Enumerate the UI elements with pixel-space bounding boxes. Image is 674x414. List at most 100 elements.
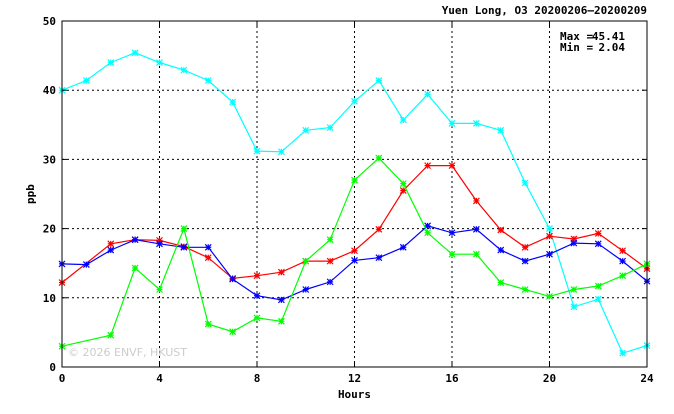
series-4-point <box>351 176 358 184</box>
series-3-point <box>277 296 285 304</box>
grid <box>62 21 647 367</box>
series-3-point <box>131 236 139 244</box>
max-min-stats: Max = 45.41 Min = 2.04 <box>560 30 625 54</box>
series-3-point <box>375 254 383 262</box>
series-1-point <box>424 90 432 98</box>
series-1-point <box>326 124 334 131</box>
series-3-point <box>253 292 261 300</box>
series-3-point <box>180 243 188 251</box>
x-tick-label: 16 <box>445 372 459 385</box>
series-4-point <box>424 229 432 237</box>
series-3-point <box>424 222 432 230</box>
series-4-point <box>472 250 480 258</box>
series-2-point <box>594 230 602 237</box>
x-tick-label: 12 <box>348 372 361 385</box>
series-3-point <box>204 243 212 251</box>
series-3-point <box>594 240 602 248</box>
series-4-line <box>61 157 648 347</box>
series-1 <box>58 49 651 357</box>
series-3-point <box>82 261 90 269</box>
series-1-point <box>204 77 212 84</box>
min-value: 2.04 <box>599 41 626 54</box>
y-tick-label: 50 <box>43 15 56 28</box>
series-1-point <box>521 179 529 187</box>
series-layer <box>58 49 651 357</box>
x-axis-title: Hours <box>338 388 371 401</box>
series-4-point <box>131 264 139 272</box>
series-1-point <box>546 225 553 233</box>
x-tick-label: 8 <box>254 372 261 385</box>
series-1-point <box>472 119 480 127</box>
series-1-point <box>156 59 163 66</box>
series-3-point <box>351 257 358 264</box>
series-1-point <box>229 98 237 106</box>
x-tick-label: 24 <box>640 372 654 385</box>
series-4-point <box>180 225 188 233</box>
series-2-point <box>277 268 285 276</box>
series-4-point <box>156 286 163 293</box>
series-4-point <box>326 236 334 244</box>
series-1-point <box>399 116 407 124</box>
series-2-point <box>619 247 627 255</box>
y-axis-title: ppb <box>24 184 37 204</box>
series-3-point <box>546 250 553 258</box>
series-4-point <box>277 317 285 325</box>
series-4-point <box>399 180 407 188</box>
x-tick-label: 4 <box>156 372 163 385</box>
series-4-point <box>570 286 578 293</box>
series-3 <box>58 222 651 304</box>
max-value: 45.41 <box>592 30 625 43</box>
max-label: Max = <box>560 30 593 43</box>
series-4-point <box>497 279 505 287</box>
series-2-point <box>521 243 529 251</box>
series-3-point <box>399 243 407 251</box>
series-3-point <box>326 278 334 286</box>
y-tick-label: 20 <box>43 223 56 236</box>
series-1-point <box>277 148 285 156</box>
y-tick-label: 30 <box>43 153 56 166</box>
series-4-point <box>448 250 456 258</box>
series-2-line <box>61 165 648 284</box>
series-1-point <box>302 126 310 134</box>
series-1-point <box>253 147 261 155</box>
series-3-point <box>472 225 480 233</box>
x-tick-label: 20 <box>543 372 556 385</box>
series-4-point <box>619 272 627 280</box>
y-tick-label: 40 <box>43 84 56 97</box>
y-tick-label: 0 <box>49 361 56 374</box>
series-3-point <box>156 240 163 248</box>
series-1-point <box>131 49 139 57</box>
series-2-point <box>472 197 480 205</box>
series-3-point <box>619 257 627 265</box>
series-1-point <box>619 349 627 357</box>
series-2-point <box>570 235 578 243</box>
series-4-point <box>107 331 115 339</box>
series-1-point <box>497 126 505 134</box>
series-4-point <box>375 154 383 162</box>
series-3-point <box>521 257 529 265</box>
series-4-point <box>253 314 261 322</box>
series-2-point <box>107 240 115 248</box>
series-2-point <box>156 236 163 244</box>
series-1-point <box>448 119 456 127</box>
series-3-point <box>497 246 505 254</box>
series-2-point <box>424 162 432 170</box>
watermark: © 2026 ENVF, HKUST <box>68 346 187 359</box>
series-3-point <box>448 229 456 237</box>
ticks: 0 4 8 12 16 20 24 0 10 20 30 40 50 <box>43 15 654 385</box>
min-label: Min = <box>560 41 593 54</box>
series-2-point <box>375 225 383 233</box>
series-4-point <box>546 292 553 300</box>
series-3-point <box>570 239 578 247</box>
x-tick-label: 0 <box>59 372 66 385</box>
series-1-point <box>82 77 90 84</box>
y-tick-label: 10 <box>43 292 56 305</box>
series-1-point <box>351 97 358 105</box>
series-1-point <box>107 59 115 66</box>
series-3-point <box>229 275 237 283</box>
series-1-point <box>180 66 188 74</box>
series-2-point <box>204 254 212 262</box>
chart-title: Yuen Long, O3 20200206–20200209 <box>442 4 647 17</box>
